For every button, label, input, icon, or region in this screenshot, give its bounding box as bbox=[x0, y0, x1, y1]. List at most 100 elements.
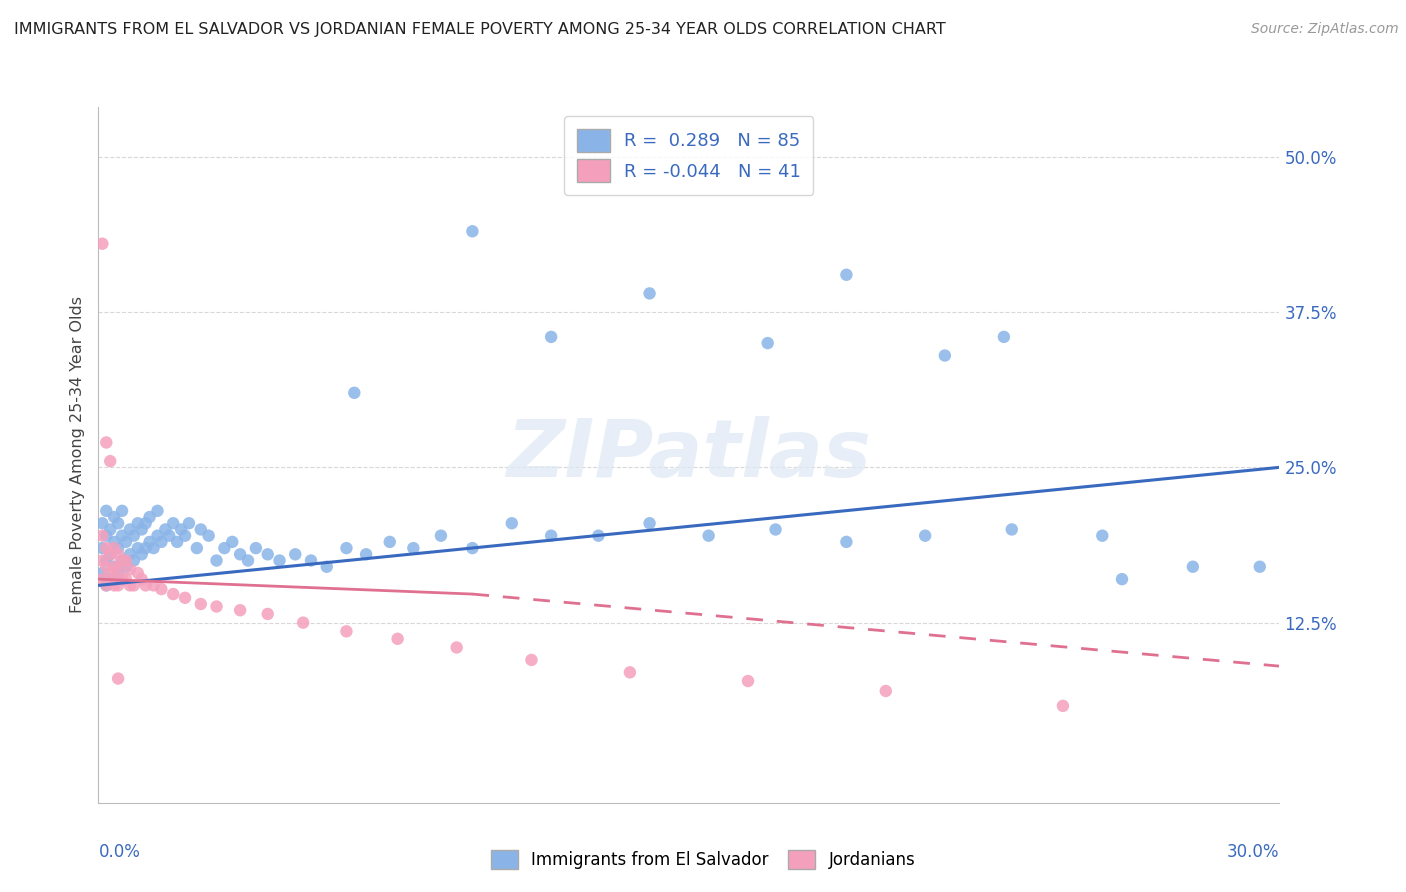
Point bbox=[142, 578, 165, 592]
Point bbox=[115, 534, 138, 549]
Legend: Immigrants from El Salvador, Jordanians: Immigrants from El Salvador, Jordanians bbox=[481, 840, 925, 880]
Point bbox=[269, 553, 291, 567]
Point bbox=[91, 516, 114, 531]
Point bbox=[756, 336, 779, 351]
Point bbox=[190, 523, 212, 537]
Point bbox=[111, 553, 134, 567]
Point bbox=[111, 572, 134, 586]
Point bbox=[96, 435, 118, 450]
Point bbox=[115, 553, 138, 567]
Point bbox=[765, 523, 787, 537]
Point bbox=[127, 516, 149, 531]
Point bbox=[284, 547, 307, 561]
Point bbox=[122, 578, 145, 592]
Point bbox=[96, 504, 118, 518]
Point bbox=[174, 591, 197, 605]
Point bbox=[205, 553, 228, 567]
Point bbox=[107, 516, 129, 531]
Point bbox=[138, 534, 160, 549]
Point bbox=[402, 541, 425, 555]
Point bbox=[162, 516, 184, 531]
Point bbox=[118, 578, 141, 592]
Point bbox=[91, 566, 114, 580]
Point bbox=[150, 582, 173, 596]
Point bbox=[446, 640, 468, 655]
Point bbox=[993, 330, 1015, 344]
Point bbox=[91, 572, 114, 586]
Text: ZIPatlas: ZIPatlas bbox=[506, 416, 872, 494]
Point bbox=[177, 516, 200, 531]
Point bbox=[146, 529, 169, 543]
Point bbox=[107, 672, 129, 686]
Point bbox=[157, 529, 180, 543]
Point bbox=[697, 529, 720, 543]
Point bbox=[122, 529, 145, 543]
Point bbox=[205, 599, 228, 614]
Point bbox=[91, 553, 114, 567]
Point bbox=[343, 385, 366, 400]
Point bbox=[461, 224, 484, 238]
Point bbox=[103, 572, 125, 586]
Point bbox=[835, 268, 858, 282]
Point bbox=[315, 559, 337, 574]
Point bbox=[98, 547, 121, 561]
Point bbox=[98, 547, 121, 561]
Point bbox=[835, 534, 858, 549]
Point bbox=[150, 534, 173, 549]
Point bbox=[638, 516, 661, 531]
Point bbox=[354, 547, 377, 561]
Point bbox=[107, 566, 129, 580]
Point bbox=[115, 559, 138, 574]
Point bbox=[103, 510, 125, 524]
Point bbox=[127, 566, 149, 580]
Point bbox=[540, 330, 562, 344]
Point bbox=[96, 559, 118, 574]
Point bbox=[118, 523, 141, 537]
Point bbox=[190, 597, 212, 611]
Point bbox=[103, 534, 125, 549]
Text: IMMIGRANTS FROM EL SALVADOR VS JORDANIAN FEMALE POVERTY AMONG 25-34 YEAR OLDS CO: IMMIGRANTS FROM EL SALVADOR VS JORDANIAN… bbox=[14, 22, 946, 37]
Point bbox=[430, 529, 453, 543]
Point bbox=[98, 566, 121, 580]
Point bbox=[335, 541, 357, 555]
Point bbox=[103, 541, 125, 555]
Point bbox=[256, 547, 278, 561]
Point bbox=[461, 541, 484, 555]
Y-axis label: Female Poverty Among 25-34 Year Olds: Female Poverty Among 25-34 Year Olds bbox=[69, 296, 84, 614]
Point bbox=[1091, 529, 1114, 543]
Point bbox=[111, 529, 134, 543]
Point bbox=[98, 454, 121, 468]
Point bbox=[146, 504, 169, 518]
Text: 30.0%: 30.0% bbox=[1227, 843, 1279, 861]
Point bbox=[135, 578, 157, 592]
Point bbox=[96, 529, 118, 543]
Point bbox=[162, 587, 184, 601]
Text: 0.0%: 0.0% bbox=[98, 843, 141, 861]
Point bbox=[619, 665, 641, 680]
Point bbox=[245, 541, 267, 555]
Point bbox=[166, 534, 188, 549]
Point bbox=[135, 541, 157, 555]
Point bbox=[142, 541, 165, 555]
Point bbox=[155, 523, 177, 537]
Point bbox=[118, 562, 141, 576]
Point bbox=[170, 523, 193, 537]
Point bbox=[111, 504, 134, 518]
Point bbox=[934, 349, 956, 363]
Point bbox=[91, 236, 114, 251]
Point bbox=[91, 529, 114, 543]
Point bbox=[107, 547, 129, 561]
Point bbox=[103, 578, 125, 592]
Point bbox=[186, 541, 208, 555]
Point bbox=[387, 632, 409, 646]
Point bbox=[174, 529, 197, 543]
Point bbox=[107, 578, 129, 592]
Point bbox=[229, 603, 252, 617]
Point bbox=[588, 529, 610, 543]
Point bbox=[1181, 559, 1204, 574]
Point bbox=[127, 541, 149, 555]
Point bbox=[914, 529, 936, 543]
Point bbox=[501, 516, 523, 531]
Point bbox=[138, 510, 160, 524]
Point bbox=[122, 553, 145, 567]
